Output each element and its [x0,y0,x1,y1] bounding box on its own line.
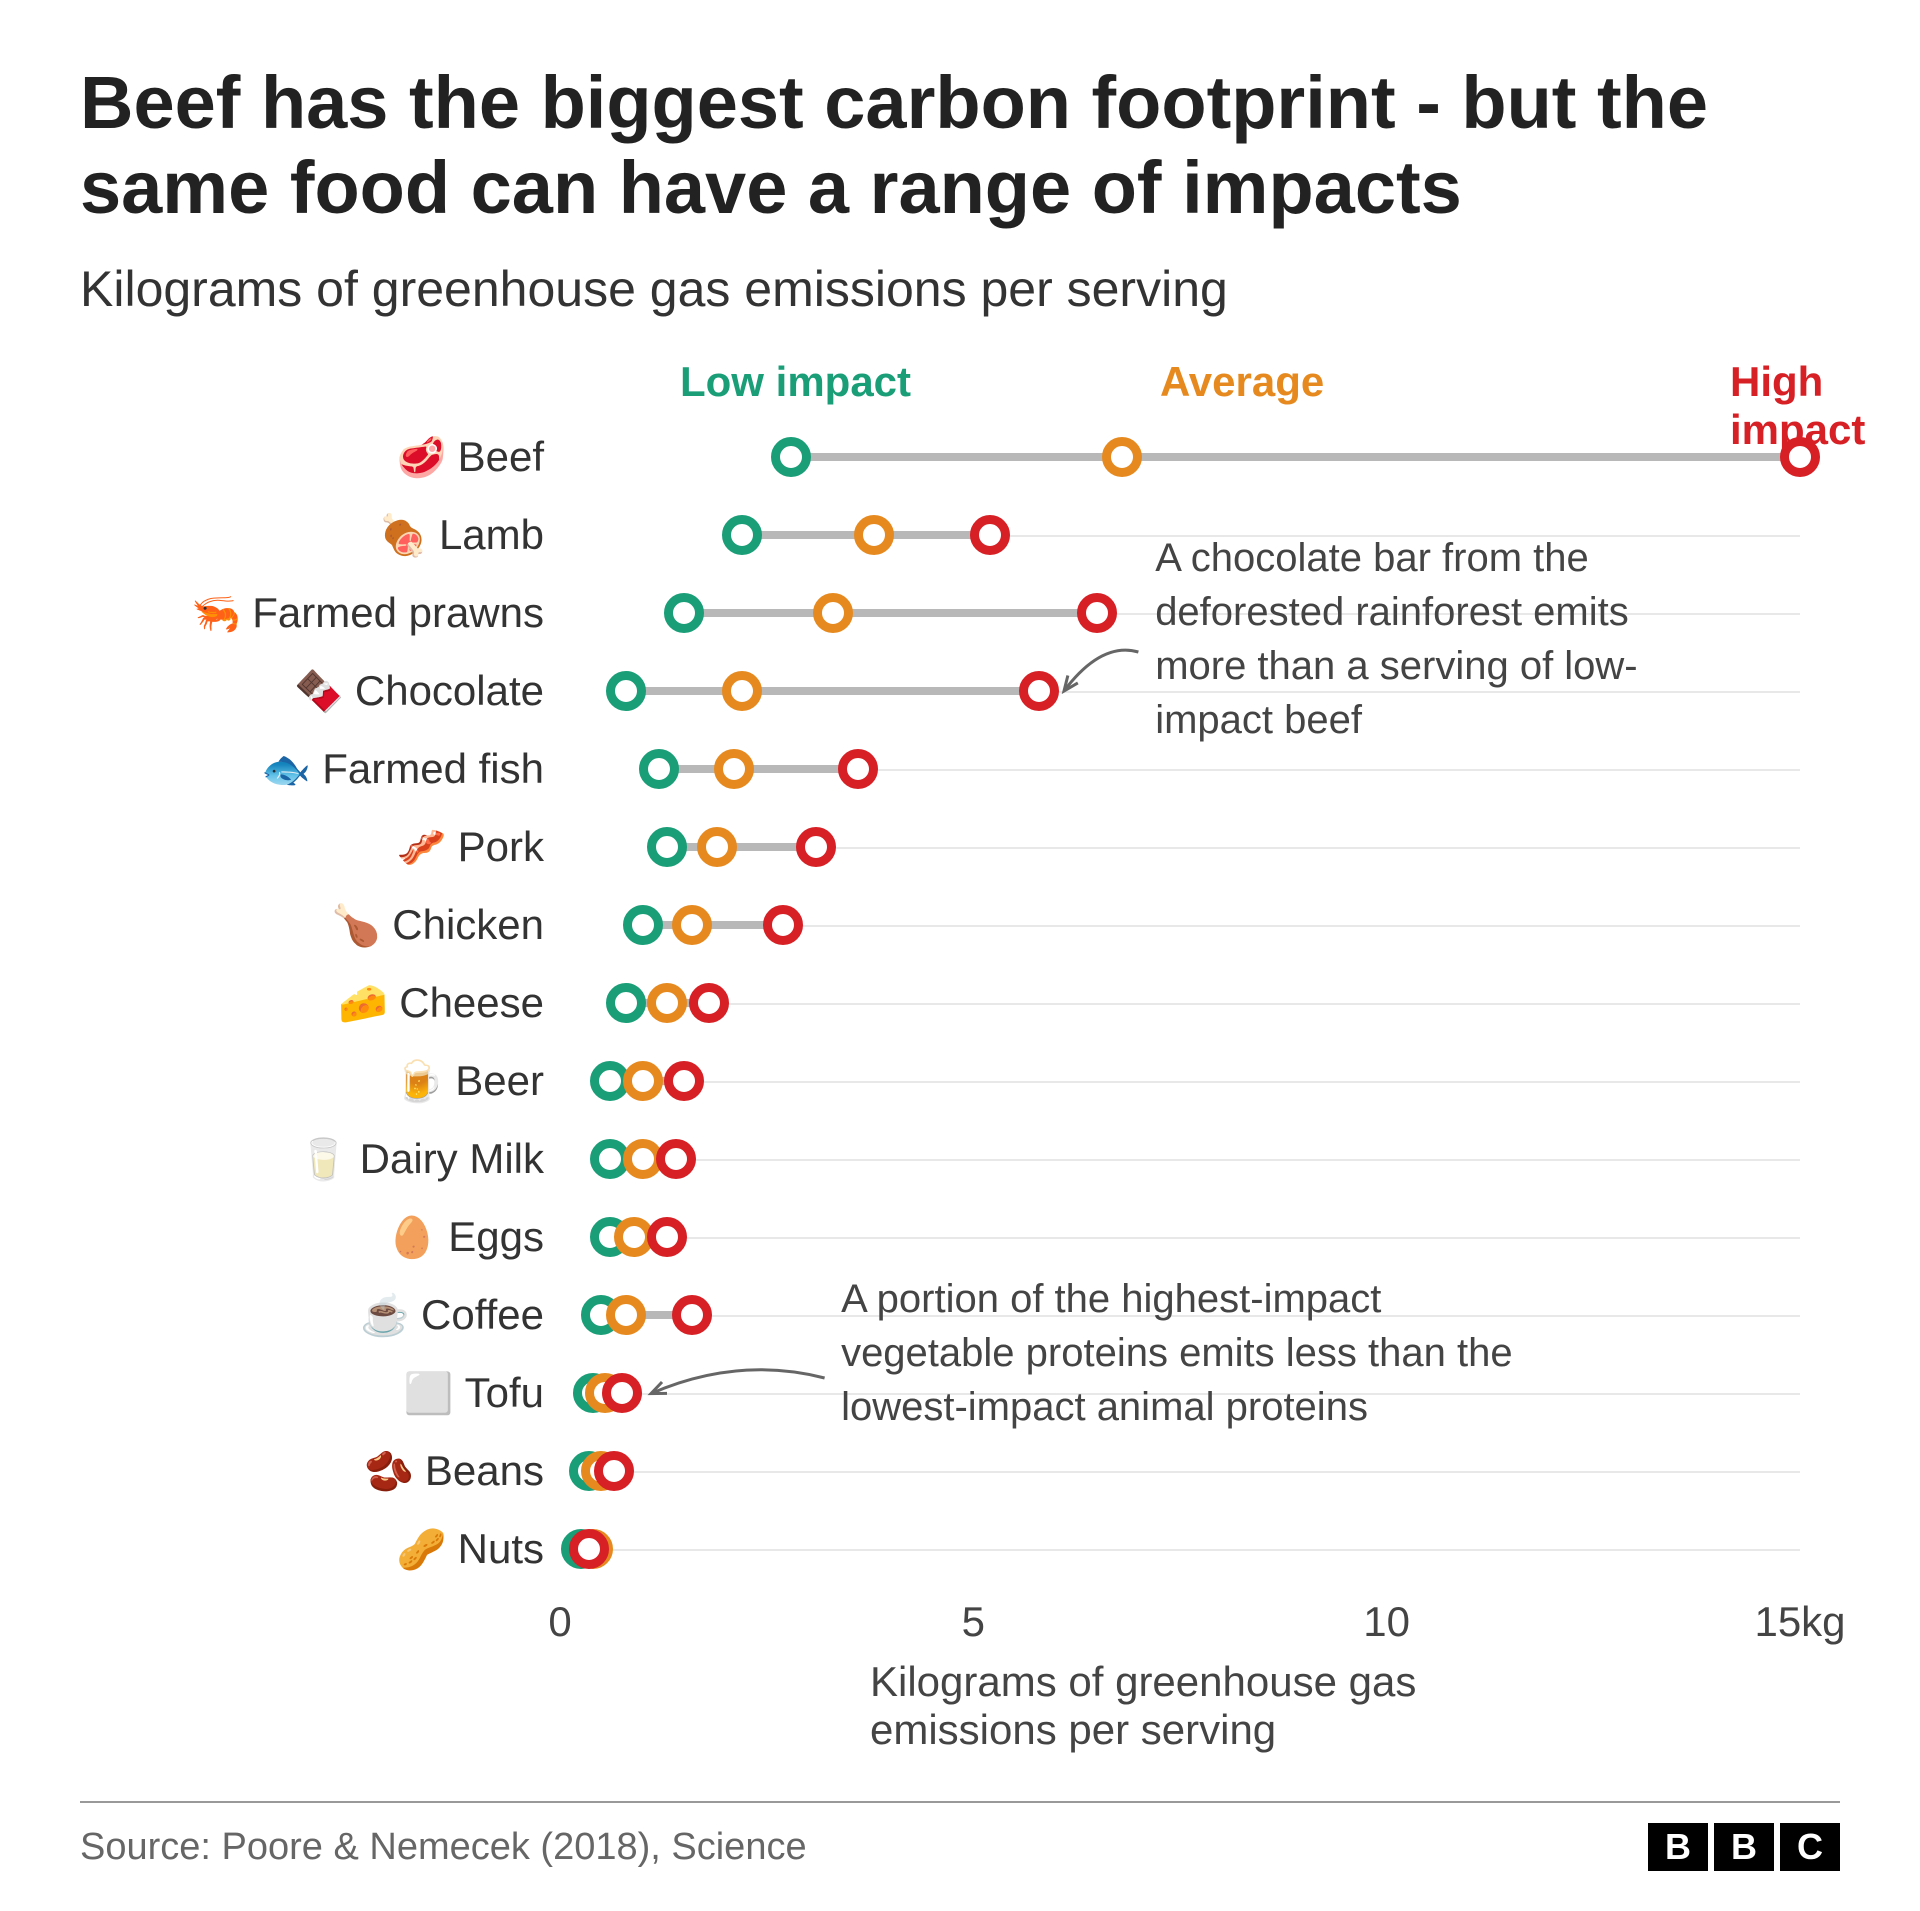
footer: Source: Poore & Nemecek (2018), Science … [80,1801,1840,1871]
chart-subtitle: Kilograms of greenhouse gas emissions pe… [80,260,1840,318]
source-text: Source: Poore & Nemecek (2018), Science [80,1826,807,1869]
bbc-block: B [1648,1823,1708,1871]
infographic-container: Beef has the biggest carbon footprint - … [0,0,1920,1911]
bbc-logo: BBC [1648,1823,1840,1871]
annotation-text: A portion of the highest-impact vegetabl… [841,1272,1561,1434]
chart-title: Beef has the biggest carbon footprint - … [80,60,1840,230]
annotations-layer: A chocolate bar from the deforested rain… [80,358,1840,1738]
bbc-block: B [1714,1823,1774,1871]
annotation-arrow [611,1338,865,1434]
annotation-text: A chocolate bar from the deforested rain… [1155,531,1715,747]
chart-area: Low impact Average High impact 🥩Beef🍖Lam… [80,358,1840,1738]
bbc-block: C [1780,1823,1840,1871]
